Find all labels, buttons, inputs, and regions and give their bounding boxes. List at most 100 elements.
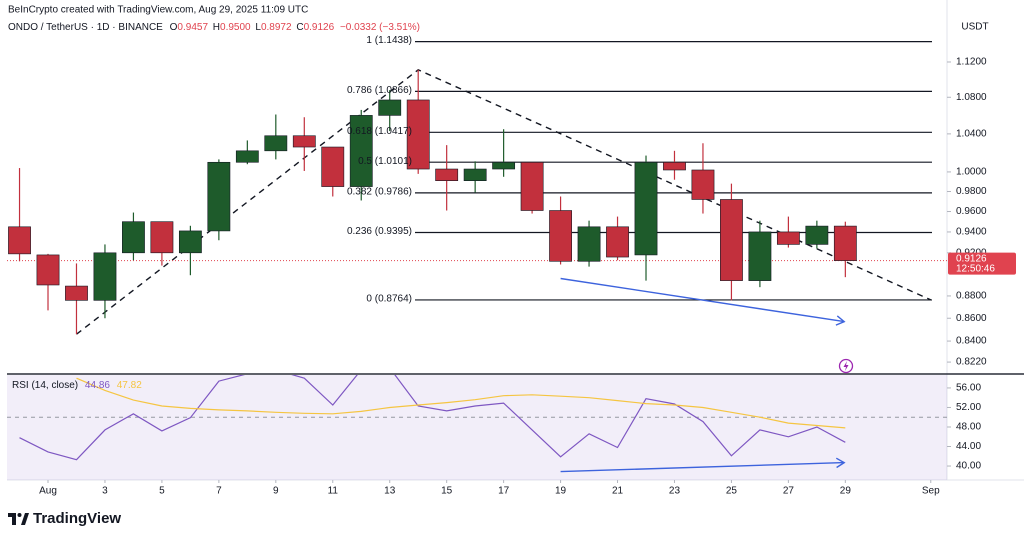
y-tick-label: 0.8220 xyxy=(956,357,987,368)
ohlc-key: H xyxy=(213,22,220,33)
fib-label: 0.786 (1.0866) xyxy=(347,85,412,96)
candle-body xyxy=(634,161,658,256)
candle-body xyxy=(178,230,202,254)
candle-body xyxy=(833,225,857,261)
candle-body xyxy=(65,285,88,301)
y-tick-label: 52.00 xyxy=(956,402,981,413)
x-tick-label: 21 xyxy=(612,486,624,497)
lightning-icon xyxy=(838,358,854,374)
x-tick-label: 29 xyxy=(840,486,852,497)
candle-body xyxy=(691,169,715,200)
change: −0.0332 (−3.51%) xyxy=(340,22,420,33)
candle-body xyxy=(577,226,601,262)
x-tick-label: 15 xyxy=(441,486,453,497)
x-tick-label: Aug xyxy=(39,486,57,497)
candle-body xyxy=(8,226,31,255)
rsi-band xyxy=(7,375,947,480)
candle-body xyxy=(435,168,459,181)
arrow xyxy=(560,277,845,323)
x-tick-label: 7 xyxy=(216,486,222,497)
candle-body xyxy=(663,161,686,171)
y-tick-label: 56.00 xyxy=(956,383,981,394)
candle-body xyxy=(207,161,231,232)
price-pane xyxy=(7,40,947,335)
candle-body xyxy=(122,221,145,254)
y-tick-label: 44.00 xyxy=(956,441,981,452)
candle-body xyxy=(776,231,800,245)
x-tick-label: 5 xyxy=(159,486,165,497)
x-tick-label: 13 xyxy=(384,486,396,497)
y-tick-label: 0.8400 xyxy=(956,336,987,347)
symbol-line: ONDO / TetherUS · 1D · BINANCE O0.9457 H… xyxy=(8,22,420,33)
last-price-label: 0.9126 xyxy=(956,253,987,264)
fib-label: 0.618 (1.0417) xyxy=(347,126,412,137)
ohlc-key: C xyxy=(296,22,303,33)
x-tick-label: 23 xyxy=(669,486,681,497)
ohlc-key: L xyxy=(255,22,261,33)
y-tick-label: 0.9400 xyxy=(956,227,987,238)
logo-icon xyxy=(8,513,29,525)
ohlc-key: O xyxy=(170,22,178,33)
rsi-value: 44.86 xyxy=(85,380,110,391)
y-tick-label: 0.9800 xyxy=(956,186,987,197)
rsi-line xyxy=(76,377,846,429)
candle-body xyxy=(748,231,772,281)
candle-body xyxy=(549,210,572,262)
candle-body xyxy=(720,199,743,281)
ohlc-value: 0.8972 xyxy=(261,22,292,33)
rsi-title: RSI (14, close) xyxy=(12,380,78,391)
y-tick-label: 40.00 xyxy=(956,461,981,472)
y-tick-label: 0.8800 xyxy=(956,291,987,302)
ohlc-value: 0.9457 xyxy=(177,22,208,33)
logo-text: TradingView xyxy=(33,510,121,527)
y-tick-label: 48.00 xyxy=(956,422,981,433)
candle-body xyxy=(321,146,345,187)
countdown: 12:50:46 xyxy=(956,263,995,274)
last-price-box xyxy=(948,252,1016,275)
candle-body xyxy=(492,161,516,170)
y-tick-label: 1.0800 xyxy=(956,92,987,103)
y-tick-label: 0.8600 xyxy=(956,313,987,324)
arrow-head xyxy=(835,457,846,469)
y-tick-label: 1.1200 xyxy=(956,57,987,68)
rsi-line xyxy=(19,375,846,461)
y-tick-label: 1.0000 xyxy=(956,167,987,178)
y-tick-label: 1.0400 xyxy=(956,129,987,140)
candle-body xyxy=(292,135,316,148)
candle-body xyxy=(805,225,829,245)
rsi-legend: RSI (14, close) 44.86 47.82 xyxy=(12,380,142,391)
x-tick-label: 9 xyxy=(273,486,279,497)
fib-label: 1 (1.1438) xyxy=(366,35,412,46)
x-tick-label: Sep xyxy=(922,486,940,497)
x-tick-label: 11 xyxy=(328,486,339,497)
x-tick-label: 25 xyxy=(726,486,738,497)
overlay: 1.1200 1.0800 1.0400 1.0000 0.9800 0.9600 0.94… xyxy=(39,35,1016,497)
y-tick-label: 0.9600 xyxy=(956,206,987,217)
candle-body xyxy=(235,150,259,163)
x-tick-label: 19 xyxy=(555,486,567,497)
candle-body xyxy=(520,161,544,211)
ohlc-value: 0.9126 xyxy=(304,22,335,33)
candle-body xyxy=(606,226,629,258)
arrow-head xyxy=(835,315,846,326)
candle-body xyxy=(93,252,117,301)
candle-body xyxy=(349,115,373,187)
rsi-ma-value: 47.82 xyxy=(117,380,142,391)
axis-unit: USDT xyxy=(961,22,988,33)
candle-body xyxy=(264,135,288,152)
fib-label: 0.5 (1.0101) xyxy=(358,156,412,167)
x-tick-label: 27 xyxy=(783,486,795,497)
candle-body xyxy=(150,221,174,254)
x-tick-label: 17 xyxy=(498,486,510,497)
symbol: ONDO / TetherUS · 1D · BINANCE xyxy=(8,22,163,33)
fib-label: 0.382 (0.9786) xyxy=(347,187,412,198)
fib-label: 0.236 (0.9395) xyxy=(347,226,412,237)
candle-body xyxy=(378,99,402,116)
rsi-pane xyxy=(7,375,947,480)
candle-body xyxy=(36,254,60,286)
candle-body xyxy=(406,99,430,170)
ohlc-value: 0.9500 xyxy=(220,22,251,33)
x-tick-label: 3 xyxy=(102,486,108,497)
